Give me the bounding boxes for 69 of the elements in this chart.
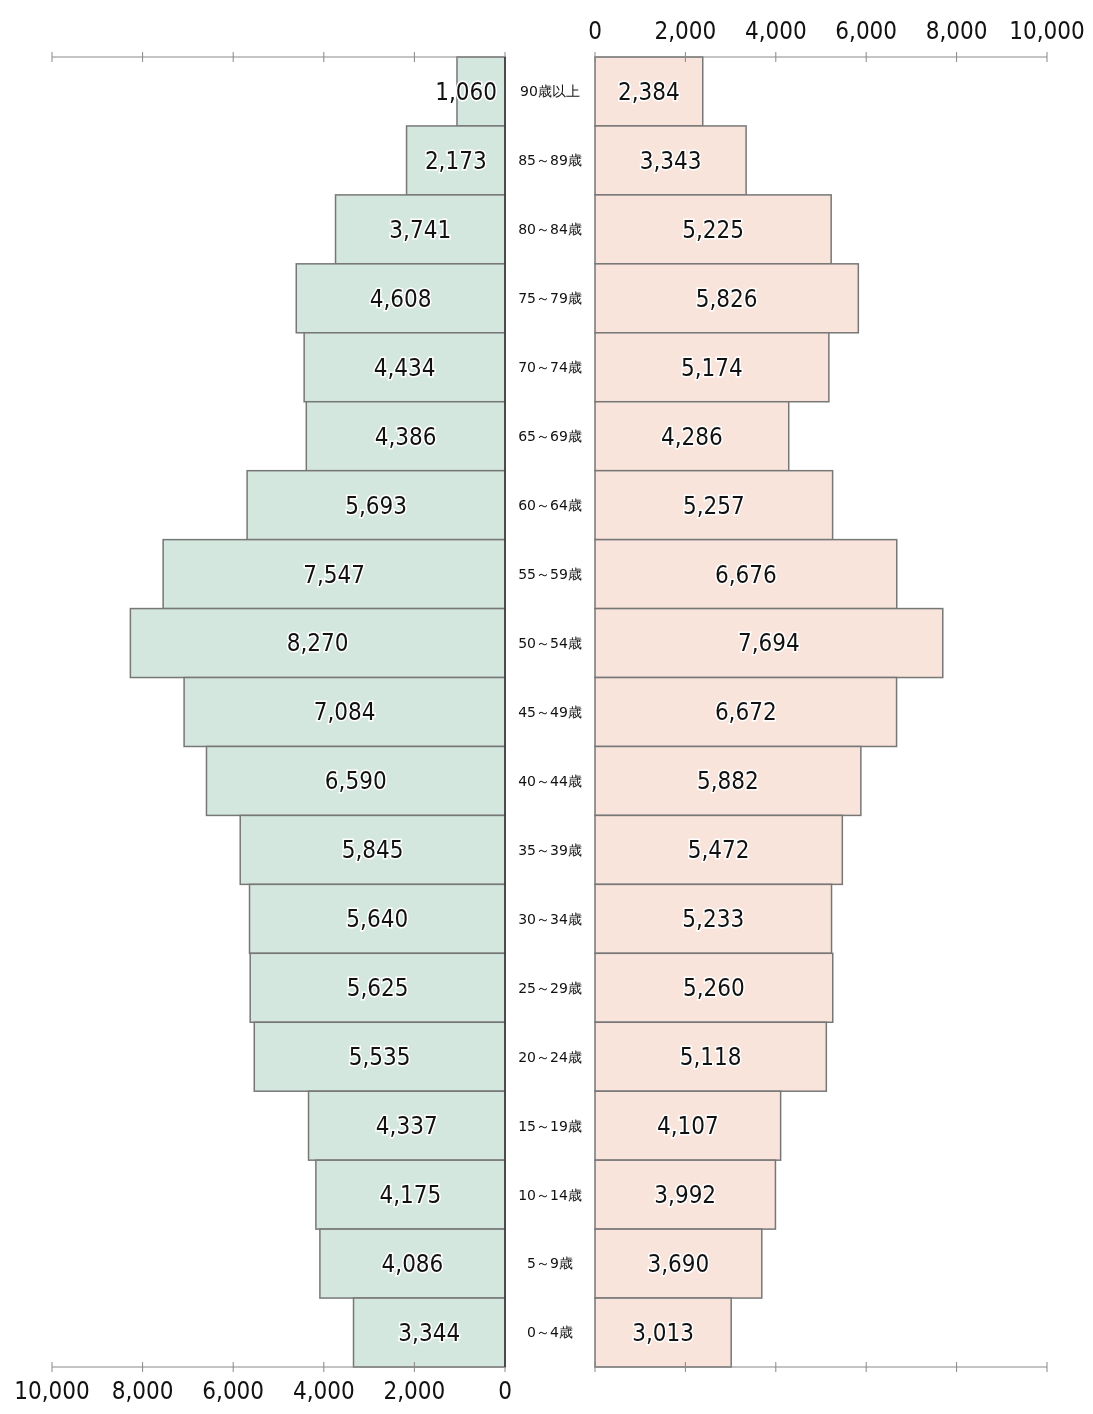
x-tick-label: 10,000 <box>14 1377 90 1405</box>
data-label: 4,175 <box>379 1181 442 1210</box>
data-label: 3,344 <box>398 1318 461 1347</box>
data-label: 7,084 <box>313 698 376 727</box>
x-tick-label: 4,000 <box>744 17 807 45</box>
data-label: 3,690 <box>647 1249 710 1278</box>
data-label: 5,472 <box>687 836 750 865</box>
data-label: 5,174 <box>681 353 743 382</box>
y-tick-label: 85～89歳 <box>518 152 582 169</box>
x-tick-label: 8,000 <box>925 17 988 45</box>
y-tick-label: 55～59歳 <box>518 566 582 583</box>
data-label: 5,233 <box>682 905 745 934</box>
data-label: 1,060 <box>435 77 497 106</box>
y-tick-label: 40～44歳 <box>518 772 582 789</box>
data-label: 7,547 <box>303 560 365 589</box>
data-label: 7,694 <box>737 629 800 658</box>
x-tick-label: 4,000 <box>292 1377 355 1405</box>
y-tick-label: 20～24歳 <box>518 1048 582 1065</box>
data-label: 5,257 <box>682 491 745 520</box>
y-tick-label: 80～84歳 <box>518 221 582 238</box>
y-tick-label: 50～54歳 <box>518 634 582 651</box>
y-tick-label: 25～29歳 <box>518 979 582 996</box>
data-label: 3,741 <box>389 215 452 244</box>
data-label: 4,086 <box>381 1249 444 1278</box>
data-label: 5,640 <box>346 905 409 934</box>
data-label: 5,535 <box>348 1043 411 1072</box>
y-tick-label: 10～14歳 <box>518 1186 582 1203</box>
y-tick-label: 5～9歳 <box>527 1255 573 1272</box>
data-label: 3,992 <box>654 1181 717 1210</box>
x-tick-label: 10,000 <box>1009 17 1085 45</box>
y-tick-label: 60～64歳 <box>518 497 582 514</box>
data-label: 6,672 <box>714 698 777 727</box>
y-tick-label: 35～39歳 <box>518 841 582 858</box>
data-label: 5,260 <box>682 974 745 1003</box>
x-tick-label: 8,000 <box>111 1377 174 1405</box>
data-label: 4,107 <box>656 1112 719 1141</box>
data-label: 8,270 <box>286 629 349 658</box>
x-tick-label: 2,000 <box>654 17 717 45</box>
data-label: 5,225 <box>682 215 744 244</box>
y-tick-label: 70～74歳 <box>518 359 582 376</box>
data-label: 5,625 <box>346 974 409 1003</box>
y-tick-label: 15～19歳 <box>518 1117 582 1134</box>
y-tick-label: 0～4歳 <box>527 1324 573 1341</box>
data-label: 2,384 <box>617 77 680 106</box>
data-label: 5,693 <box>345 491 407 520</box>
data-label: 3,013 <box>632 1318 694 1347</box>
x-tick-label: 6,000 <box>835 17 898 45</box>
y-tick-label: 75～79歳 <box>518 290 582 307</box>
data-label: 4,286 <box>660 422 723 451</box>
x-tick-label: 0 <box>588 17 602 45</box>
y-tick-label: 45～49歳 <box>518 703 582 720</box>
data-label: 5,845 <box>341 836 404 865</box>
data-label: 4,608 <box>369 284 432 313</box>
data-label: 6,590 <box>324 767 387 796</box>
y-tick-label: 90歳以上 <box>520 83 580 100</box>
data-label: 4,386 <box>374 422 437 451</box>
y-tick-label: 30～34歳 <box>518 910 582 927</box>
data-label: 5,882 <box>697 767 759 796</box>
data-label: 4,434 <box>373 353 436 382</box>
data-label: 4,337 <box>375 1112 438 1141</box>
x-tick-label: 0 <box>498 1377 512 1405</box>
data-label: 3,343 <box>639 146 702 175</box>
data-label: 5,826 <box>695 284 758 313</box>
data-label: 5,118 <box>679 1043 742 1072</box>
data-label: 2,173 <box>424 146 487 175</box>
x-tick-label: 2,000 <box>383 1377 446 1405</box>
x-tick-label: 6,000 <box>202 1377 265 1405</box>
y-tick-label: 65～69歳 <box>518 428 582 445</box>
data-label: 6,676 <box>714 560 777 589</box>
